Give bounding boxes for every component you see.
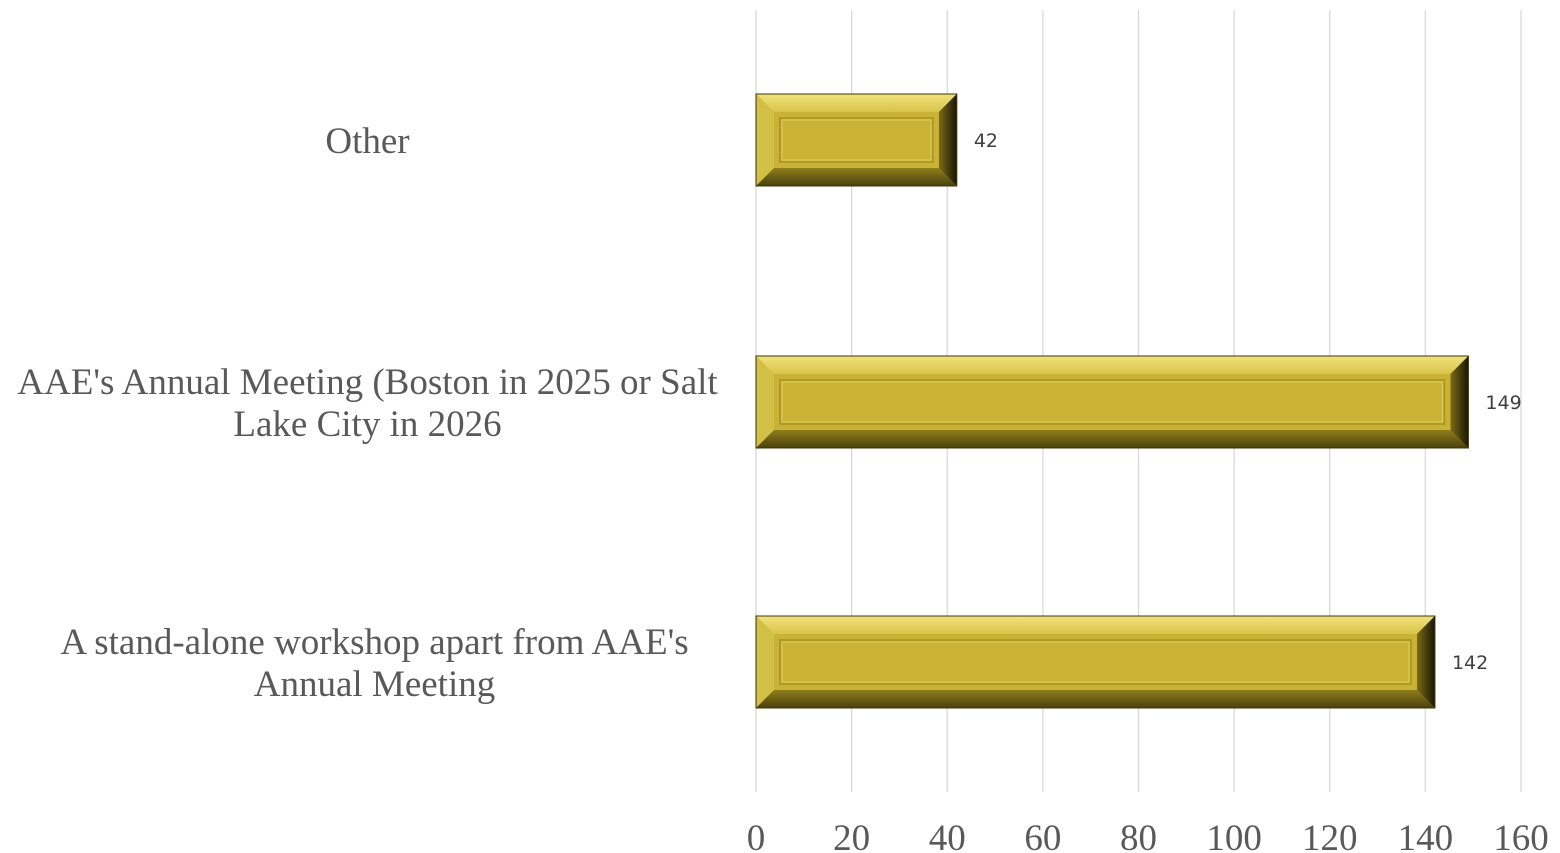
data-label-2: 42 [974,130,998,152]
x-tick-label-20: 20 [833,818,870,853]
category-label-standalone-workshop: A stand-alone workshop apart from AAE's … [60,622,689,705]
x-tick-label-60: 60 [1024,818,1061,853]
category-label-annual-meeting: AAE's Annual Meeting (Boston in 2025 or … [17,362,718,445]
x-tick-label-120: 120 [1302,818,1358,853]
data-label-0: 142 [1452,652,1488,674]
data-label-1: 149 [1485,392,1521,414]
x-tick-label-80: 80 [1120,818,1157,853]
x-tick-label-0: 0 [747,818,766,853]
bar-0 [755,615,1436,709]
category-label-other: Other [325,121,410,162]
x-tick-label-140: 140 [1398,818,1454,853]
x-tick-label-100: 100 [1206,818,1262,853]
x-tick-label-40: 40 [929,818,966,853]
x-tick-label-160: 160 [1493,818,1549,853]
bar-1 [755,355,1469,449]
bar-2 [755,93,958,187]
